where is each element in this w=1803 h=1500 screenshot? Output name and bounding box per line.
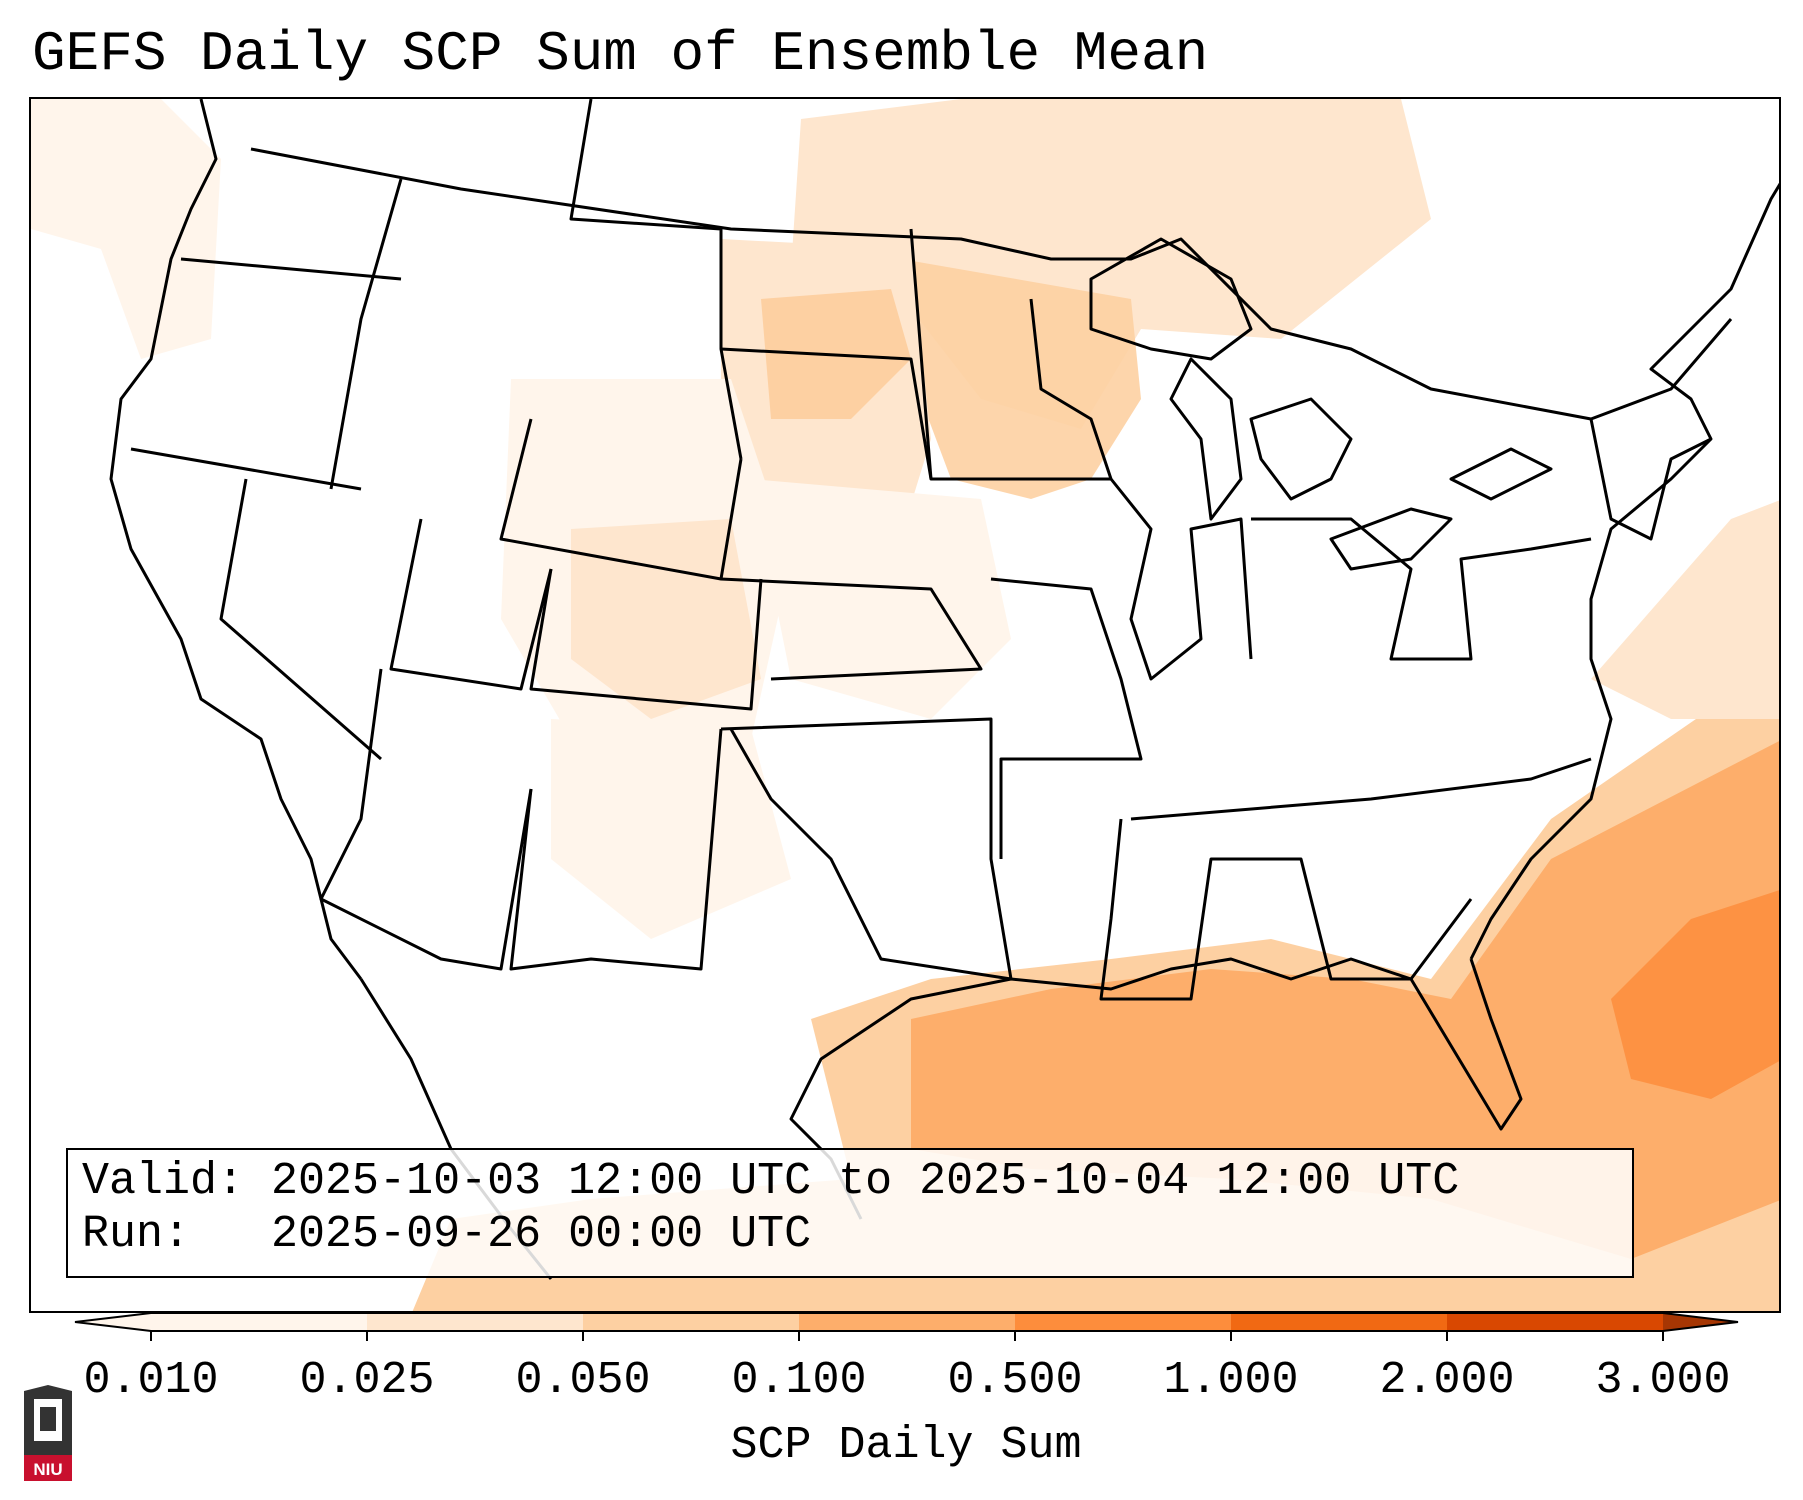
colorbar-tick-label: 0.050 bbox=[515, 1355, 651, 1406]
state-border-ok-tx bbox=[720, 717, 1013, 981]
state-border-il-in bbox=[1109, 478, 1253, 681]
scp-area-atlantic-east bbox=[1591, 500, 1779, 719]
colorbar-segments bbox=[74, 1312, 1739, 1332]
state-border-northeast bbox=[1589, 418, 1712, 541]
state-border-deep-south bbox=[1099, 818, 1473, 1001]
scp-area-colorado bbox=[571, 519, 761, 719]
scp-area-minnesota bbox=[901, 259, 1141, 499]
state-border-az bbox=[319, 668, 533, 971]
state-border-nd-sd bbox=[720, 347, 933, 480]
valid-label: Valid: bbox=[82, 1156, 245, 1207]
state-border-ut bbox=[389, 518, 553, 691]
colorbar-segment bbox=[367, 1313, 584, 1331]
colorbar-tick-label: 1.000 bbox=[1163, 1355, 1299, 1406]
scp-shading bbox=[31, 99, 1779, 1311]
colorbar-segment bbox=[1231, 1313, 1448, 1331]
valid-line: Valid: 2025-10-03 12:00 UTC to 2025-10-0… bbox=[82, 1155, 1632, 1208]
run-value: 2025-09-26 00:00 UTC bbox=[271, 1209, 812, 1260]
state-border-co bbox=[529, 568, 763, 711]
map-title: GEFS Daily SCP Sum of Ensemble Mean bbox=[32, 22, 1209, 86]
niu-logo: NIU bbox=[24, 1385, 72, 1481]
colorbar-segment bbox=[151, 1313, 368, 1331]
colorbar-tick-label: 2.000 bbox=[1379, 1355, 1515, 1406]
map-panel bbox=[29, 97, 1781, 1313]
colorbar-segment bbox=[1447, 1313, 1664, 1331]
scp-area-west-coast bbox=[31, 99, 221, 359]
state-border-mo-ar bbox=[990, 577, 1143, 859]
run-label: Run: bbox=[82, 1209, 191, 1260]
west-coastline bbox=[109, 99, 363, 980]
run-line: Run: 2025-09-26 00:00 UTC bbox=[82, 1208, 1632, 1261]
colorbar-segment bbox=[799, 1313, 1016, 1331]
state-border-wa-or bbox=[180, 257, 402, 281]
state-border-nm bbox=[509, 728, 723, 971]
colorbar-segment bbox=[1015, 1313, 1232, 1331]
state-border-mn-ia bbox=[909, 228, 1113, 481]
colorbar bbox=[74, 1312, 1739, 1341]
colorbar-tick-label: 0.100 bbox=[731, 1355, 867, 1406]
colorbar-segment bbox=[583, 1313, 800, 1331]
state-border-nv bbox=[219, 478, 382, 761]
colorbar-extend-high bbox=[1663, 1313, 1738, 1331]
east-coastline bbox=[1469, 182, 1779, 960]
state-border-ne-ks bbox=[720, 577, 983, 681]
colorbar-tick-label: 0.010 bbox=[83, 1355, 219, 1406]
niu-logo-text: NIU bbox=[33, 1460, 62, 1479]
state-border-oh-pa bbox=[1251, 517, 1592, 661]
state-border-or-ca bbox=[130, 447, 362, 491]
state-border-mt-dakota bbox=[569, 99, 743, 460]
colorbar-tick-label: 0.025 bbox=[299, 1355, 435, 1406]
scp-area-gulf-inner bbox=[911, 741, 1779, 1259]
valid-value: 2025-10-03 12:00 UTC to 2025-10-04 12:00… bbox=[271, 1156, 1460, 1207]
state-border-id-mt bbox=[329, 178, 403, 490]
scp-area-new-mexico bbox=[551, 719, 791, 939]
colorbar-label: SCP Daily Sum bbox=[730, 1420, 1082, 1471]
colorbar-ticks bbox=[150, 1331, 1664, 1341]
colorbar-tick-label: 0.500 bbox=[947, 1355, 1083, 1406]
colorbar-extend-low bbox=[75, 1313, 151, 1331]
state-border-wy bbox=[499, 418, 743, 581]
scp-map bbox=[31, 99, 1779, 1311]
gulf-coastline bbox=[789, 957, 1523, 1220]
state-border-tn-ky bbox=[1130, 757, 1592, 821]
niu-logo-window bbox=[40, 1407, 56, 1431]
niu-logo-banner bbox=[24, 1455, 72, 1481]
colorbar-tick-label: 3.000 bbox=[1595, 1355, 1731, 1406]
scp-area-atlantic-max bbox=[1611, 890, 1779, 1099]
great-lakes bbox=[1089, 237, 1553, 571]
scp-area-nebraska-kansas bbox=[751, 479, 1011, 719]
boundaries bbox=[109, 99, 1779, 1280]
valid-run-info-box: Valid: 2025-10-03 12:00 UTC to 2025-10-0… bbox=[66, 1148, 1634, 1278]
